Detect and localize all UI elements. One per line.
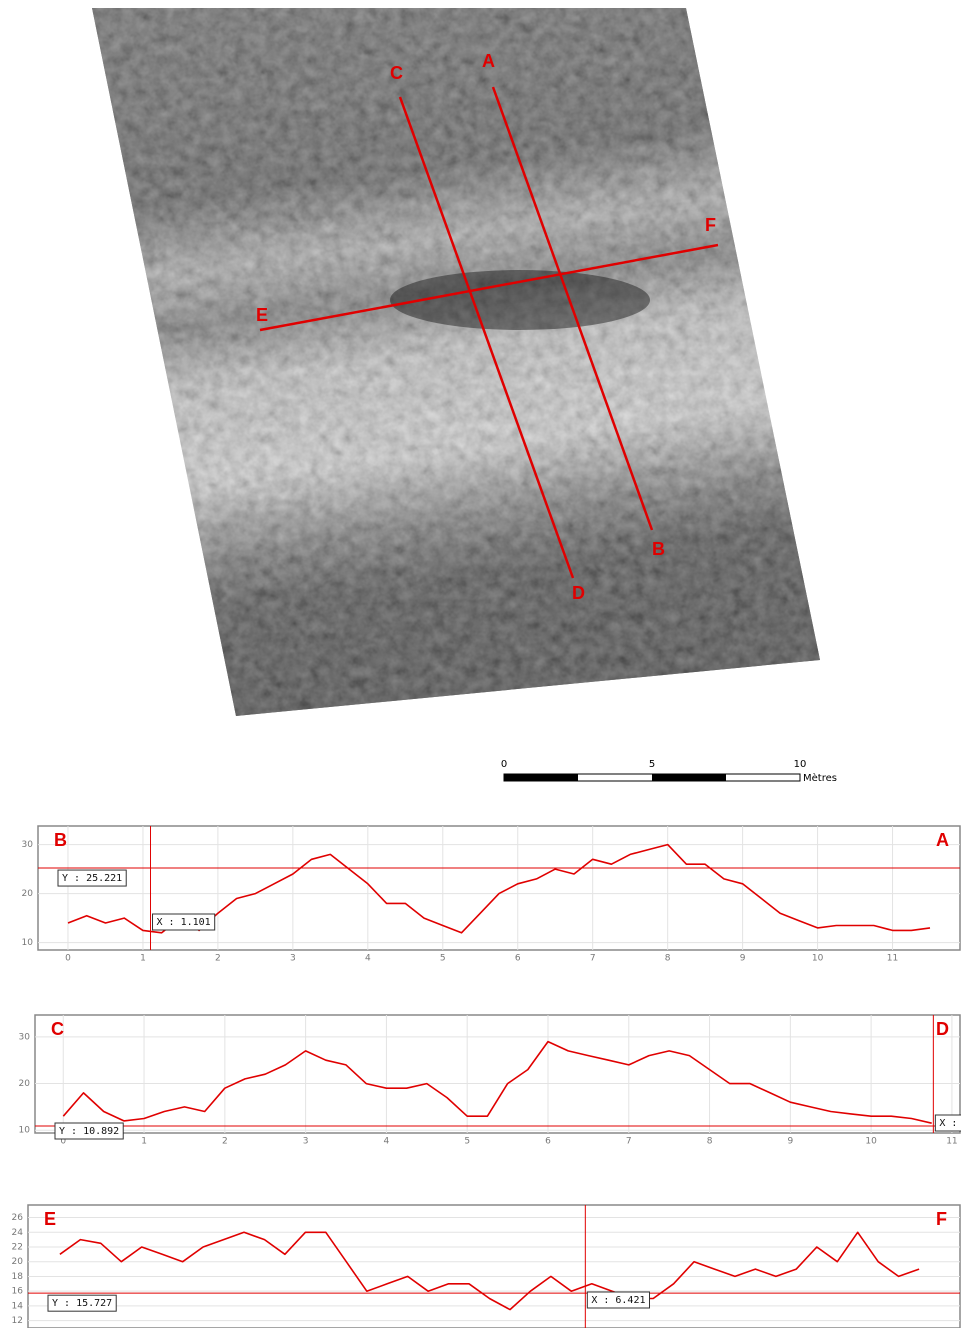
x-tick-label: 6	[545, 1137, 551, 1147]
cursor-label: X : 6.421	[591, 1295, 645, 1306]
transect-line	[259, 243, 719, 332]
y-tick-label: 14	[12, 1301, 24, 1311]
transect-label: F	[705, 215, 716, 235]
y-tick-label: 10	[19, 1126, 31, 1136]
y-tick-label: 24	[12, 1228, 24, 1238]
x-tick-label: 1	[140, 954, 146, 964]
x-tick-label: 0	[60, 1137, 66, 1147]
profile-chart: 12 14 16 18 20 22 24 26 Y : 15.727 X : 6.421 E F	[12, 1204, 961, 1329]
y-tick-label: 20	[22, 889, 34, 899]
transect-label: A	[482, 51, 495, 71]
start-label: E	[44, 1209, 56, 1229]
scale-tick-label: 5	[649, 759, 655, 770]
x-tick-label: 8	[665, 954, 671, 964]
end-label: A	[936, 830, 949, 850]
cursor-box	[57, 869, 127, 887]
y-tick-label: 18	[12, 1272, 24, 1282]
y-tick-label: 16	[12, 1287, 24, 1297]
x-tick-label: 9	[740, 954, 746, 964]
profile-chart: 0 1 2 3 4 5 6 7 8 9 10 11 10 20 30 Y : 25.221 X : 1.101 B…	[22, 825, 961, 964]
cursor-label: X : 1	[939, 1118, 961, 1129]
x-tick-label: 6	[515, 954, 521, 964]
cursor-box	[934, 1114, 961, 1132]
x-tick-label: 0	[65, 954, 71, 964]
x-tick-label: 10	[865, 1137, 877, 1147]
scale-tick-label: 10	[794, 759, 807, 770]
x-tick-label: 9	[787, 1137, 793, 1147]
texture	[92, 8, 820, 716]
cursor-box	[47, 1294, 117, 1312]
transect-label: E	[256, 305, 268, 325]
x-tick-label: 2	[222, 1137, 228, 1147]
x-tick-label: 3	[303, 1137, 309, 1147]
scale-segment	[504, 774, 578, 781]
y-tick-label: 20	[19, 1079, 31, 1089]
transect-label: D	[572, 583, 585, 603]
transect-line	[398, 96, 575, 579]
x-tick-label: 11	[946, 1137, 957, 1147]
y-tick-label: 30	[22, 840, 34, 850]
aerial-image: A B C D E F	[92, 8, 820, 716]
x-tick-label: 2	[215, 954, 221, 964]
scale-bar: Mètres 0 5 10	[501, 759, 837, 784]
start-label: B	[54, 830, 67, 850]
profile-chart: 0 1 2 3 4 5 6 7 8 9 10 11 10 20 30 Y : 10.892 X : 1 C D	[19, 1014, 961, 1147]
x-tick-label: 11	[887, 954, 898, 964]
plot-area	[34, 1014, 961, 1134]
start-label: C	[51, 1019, 64, 1039]
y-tick-label: 10	[22, 938, 34, 948]
profile-line	[59, 1231, 920, 1311]
x-tick-label: 4	[365, 954, 371, 964]
y-tick-label: 20	[12, 1257, 24, 1267]
cursor-label: Y : 10.892	[59, 1126, 119, 1137]
transect-label: C	[390, 63, 403, 83]
x-tick-label: 7	[626, 1137, 632, 1147]
y-tick-label: 12	[12, 1316, 23, 1326]
cursor-box	[152, 913, 216, 931]
x-tick-label: 10	[812, 954, 824, 964]
scale-segment	[652, 774, 726, 781]
scale-tick-label: 0	[501, 759, 507, 770]
x-tick-label: 7	[590, 954, 596, 964]
transect-line	[491, 86, 654, 531]
x-tick-label: 1	[141, 1137, 147, 1147]
transect-label: B	[652, 539, 665, 559]
shadow	[390, 270, 650, 330]
x-tick-label: 5	[440, 954, 446, 964]
profile-line	[62, 1040, 932, 1124]
x-tick-label: 8	[707, 1137, 713, 1147]
plot-area	[27, 1204, 961, 1329]
cursor-label: X : 1.101	[157, 917, 211, 928]
y-tick-label: 22	[12, 1242, 23, 1252]
y-tick-label: 30	[19, 1032, 31, 1042]
cursor-label: Y : 15.727	[52, 1298, 112, 1309]
cursor-label: Y : 25.221	[62, 873, 122, 884]
x-tick-label: 4	[384, 1137, 390, 1147]
cursor-box	[54, 1122, 124, 1140]
cursor-box	[586, 1291, 651, 1309]
end-label: F	[936, 1209, 947, 1229]
y-tick-label: 26	[12, 1213, 24, 1223]
x-tick-label: 3	[290, 954, 296, 964]
x-tick-label: 5	[464, 1137, 470, 1147]
end-label: D	[936, 1019, 949, 1039]
scale-unit: Mètres	[803, 772, 837, 784]
